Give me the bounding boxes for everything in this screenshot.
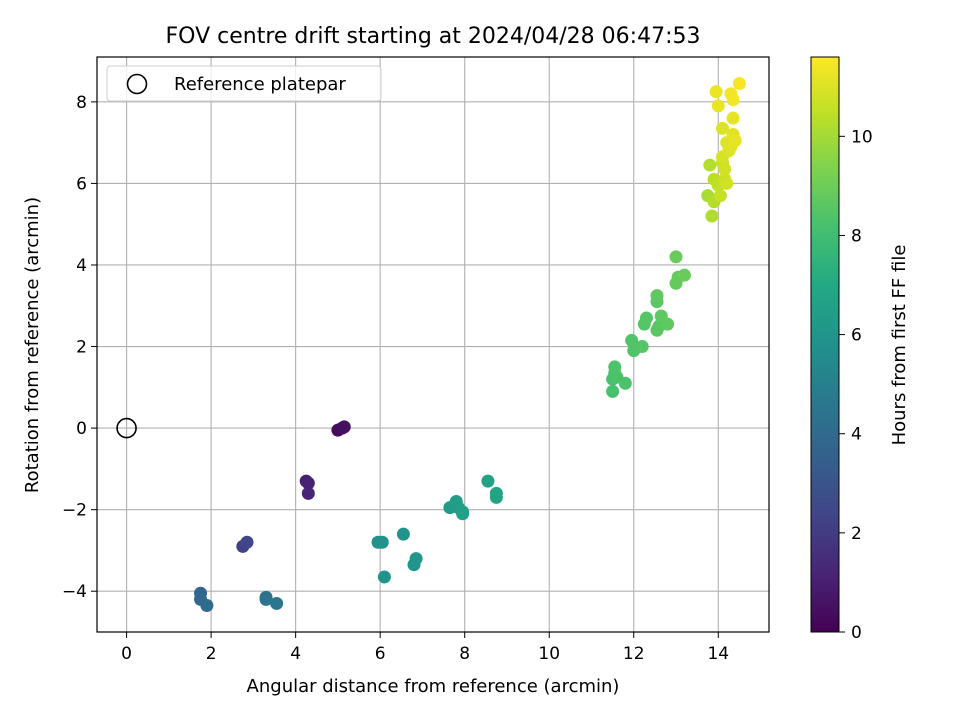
data-point	[270, 596, 284, 610]
grid-lines	[97, 57, 769, 632]
y-tick-label: 6	[76, 174, 87, 194]
data-point	[650, 289, 664, 303]
data-point	[639, 311, 653, 325]
x-tick-label: 8	[459, 644, 470, 664]
data-point	[301, 486, 315, 500]
y-tick-label: 2	[76, 338, 87, 358]
data-point	[726, 93, 740, 107]
colorbar-gradient	[810, 56, 840, 633]
colorbar-tick-label: 8	[851, 226, 862, 246]
y-tick-label: −2	[62, 501, 87, 521]
data-point	[709, 85, 723, 99]
data-point	[713, 189, 727, 203]
plot-frame	[96, 56, 770, 633]
data-point	[726, 111, 740, 125]
data-point	[606, 384, 620, 398]
x-tick-label: 12	[623, 644, 645, 664]
colorbar-tick-label: 2	[851, 524, 862, 544]
data-point	[456, 507, 470, 521]
colorbar-tick-label: 6	[851, 326, 862, 346]
data-points	[194, 77, 746, 612]
data-point	[720, 176, 734, 190]
data-point	[618, 376, 632, 390]
colorbar-ticks: 0 2 4 6 8 10	[839, 127, 873, 643]
legend-reference-marker	[126, 73, 148, 95]
data-point	[409, 552, 423, 566]
data-point	[728, 134, 742, 148]
legend: Reference platepar	[106, 65, 382, 102]
data-point	[337, 420, 351, 434]
legend-box	[106, 65, 382, 102]
y-tick-label: 0	[76, 419, 87, 439]
data-point	[635, 340, 649, 354]
data-point	[489, 490, 503, 504]
data-point	[377, 570, 391, 584]
legend-label-reference: Reference platepar	[174, 74, 346, 95]
data-point	[716, 121, 730, 135]
data-point	[711, 99, 725, 113]
chart-title: FOV centre drift starting at 2024/04/28 …	[166, 24, 701, 49]
x-tick-label: 0	[121, 644, 132, 664]
x-tick-label: 4	[290, 644, 301, 664]
colorbar-tick-label: 4	[851, 425, 862, 445]
data-point	[301, 476, 315, 490]
x-tick-label: 2	[206, 644, 217, 664]
data-point	[259, 592, 273, 606]
data-point	[240, 535, 254, 549]
x-axis-label: Angular distance from reference (arcmin)	[247, 676, 620, 697]
data-point	[396, 527, 410, 541]
y-axis-ticks: −4 −2 0 2 4 6 8	[62, 93, 97, 602]
x-tick-label: 14	[707, 644, 729, 664]
x-axis-ticks: 0 2 4 6 8 10 12 14	[121, 632, 729, 664]
y-axis-label: Rotation from reference (arcmin)	[22, 197, 43, 493]
data-point	[718, 162, 732, 176]
data-point	[608, 360, 622, 374]
colorbar-tick-label: 0	[851, 623, 862, 643]
data-point	[481, 474, 495, 488]
data-point	[375, 535, 389, 549]
colorbar-label: Hours from first FF file	[889, 245, 910, 446]
colorbar: 0 2 4 6 8 10 Hours from first FF file	[810, 56, 910, 643]
data-point	[200, 598, 214, 612]
y-tick-label: 8	[76, 93, 87, 113]
data-point	[661, 317, 675, 331]
y-tick-label: 4	[76, 256, 87, 276]
y-tick-label: −4	[62, 582, 87, 602]
data-point	[625, 333, 639, 347]
data-point	[677, 268, 691, 282]
data-point	[703, 158, 717, 172]
data-point	[705, 209, 719, 223]
reference-platepar-marker	[116, 417, 137, 439]
data-point	[669, 250, 683, 264]
colorbar-tick-label: 10	[851, 127, 873, 147]
data-point	[732, 77, 746, 91]
x-tick-label: 10	[538, 644, 560, 664]
x-tick-label: 6	[375, 644, 386, 664]
